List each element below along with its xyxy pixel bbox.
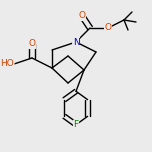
Text: HO: HO: [0, 59, 14, 69]
Text: N: N: [73, 38, 79, 47]
Text: O: O: [29, 40, 36, 48]
Text: O: O: [78, 12, 85, 21]
Text: F: F: [73, 120, 79, 129]
Text: O: O: [105, 24, 112, 33]
